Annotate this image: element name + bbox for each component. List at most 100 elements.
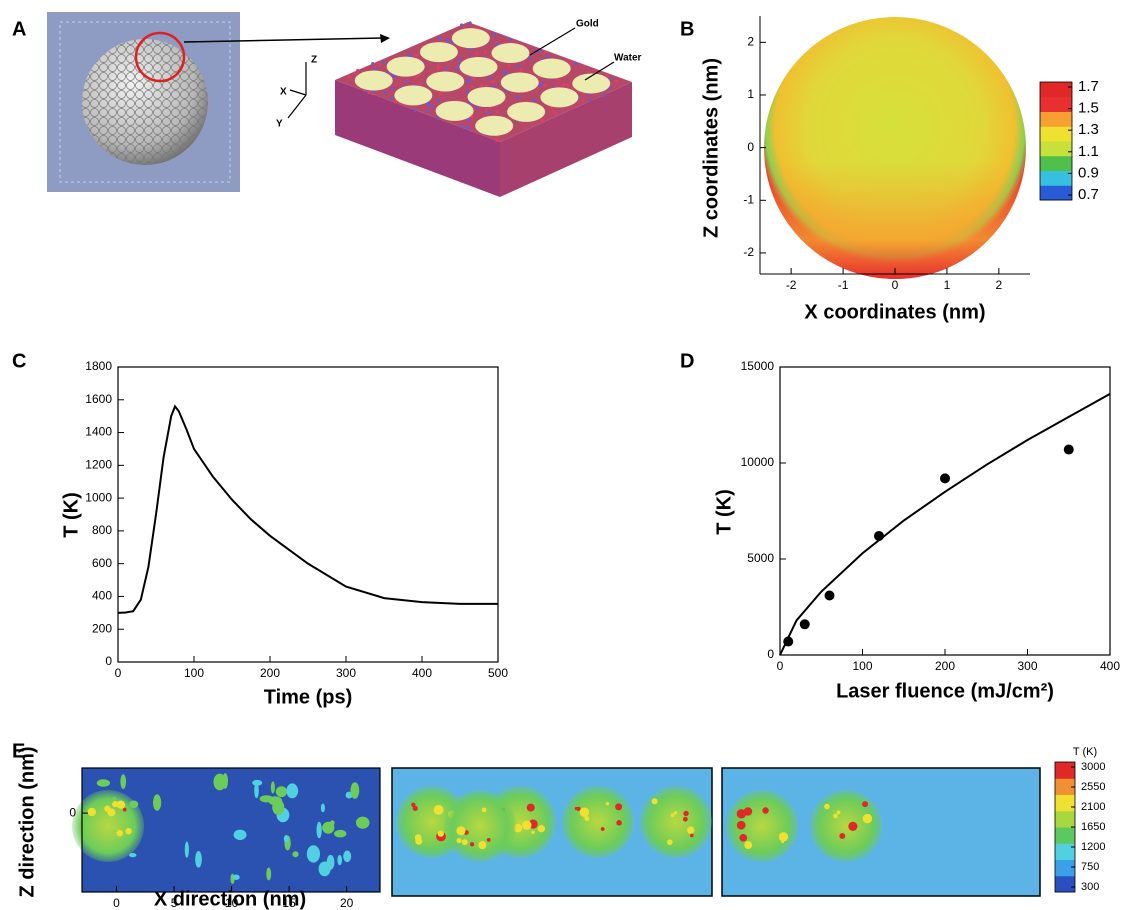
gold-disc bbox=[460, 57, 498, 77]
water-dot bbox=[467, 118, 470, 121]
colorbar-band bbox=[1040, 171, 1072, 186]
colorbar-band bbox=[1040, 112, 1072, 127]
water-dot bbox=[431, 105, 434, 108]
colorbar-label: 3000 bbox=[1081, 761, 1105, 773]
hot-spot bbox=[286, 783, 298, 798]
np-spot bbox=[652, 798, 658, 804]
water-dot bbox=[502, 71, 505, 74]
water-dot bbox=[544, 51, 547, 54]
np-spot bbox=[862, 801, 868, 807]
gold-disc bbox=[420, 42, 458, 62]
np-blob bbox=[444, 790, 516, 862]
y-tick-label: 1800 bbox=[85, 359, 112, 373]
water-dot bbox=[459, 125, 462, 128]
gold-disc bbox=[452, 28, 490, 48]
water-dot bbox=[437, 67, 440, 70]
colorbar-label: 1.3 bbox=[1078, 121, 1099, 138]
np-spot bbox=[522, 820, 531, 829]
x-tick-label: -2 bbox=[786, 278, 797, 292]
colorbar-label: 1.1 bbox=[1078, 143, 1099, 160]
water-dot bbox=[458, 58, 461, 61]
water-dot bbox=[426, 110, 429, 113]
y-tick-label: 15000 bbox=[741, 359, 775, 373]
water-dot bbox=[516, 96, 519, 99]
np-spot bbox=[739, 834, 747, 842]
y-tick-label: 0 bbox=[767, 647, 774, 661]
hot-spot bbox=[322, 822, 334, 834]
water-dot bbox=[469, 79, 472, 82]
water-dot bbox=[444, 67, 447, 70]
gold-disc bbox=[501, 72, 539, 92]
np-spot bbox=[837, 811, 841, 815]
water-dot bbox=[390, 97, 393, 100]
water-dot bbox=[414, 109, 417, 112]
x-tick-label: 200 bbox=[935, 659, 955, 673]
x-tick-label: 300 bbox=[1017, 659, 1037, 673]
water-dot bbox=[466, 127, 469, 130]
np-spot bbox=[580, 807, 590, 817]
hot-spot bbox=[316, 822, 321, 839]
np-spot bbox=[527, 804, 535, 812]
hot-spot bbox=[195, 851, 202, 868]
hot-spot bbox=[222, 773, 228, 789]
panel-e-fields bbox=[72, 768, 1040, 896]
water-dot bbox=[436, 117, 439, 120]
water-dot bbox=[530, 71, 533, 74]
hot-spot bbox=[334, 830, 346, 838]
colorbar-band bbox=[1040, 97, 1072, 112]
water-dot bbox=[415, 76, 418, 79]
np-spot bbox=[438, 830, 444, 836]
water-dot bbox=[471, 116, 474, 119]
hot-spot bbox=[120, 774, 126, 789]
water-dot bbox=[348, 75, 351, 78]
water-dot bbox=[610, 78, 613, 81]
gold-disc bbox=[540, 87, 578, 107]
water-dot bbox=[589, 98, 592, 101]
panel-a-illustration: Z X Y Gold Water bbox=[47, 12, 642, 197]
water-dot bbox=[473, 77, 476, 80]
np-spot bbox=[683, 811, 688, 816]
colorbar-label: 1200 bbox=[1081, 841, 1105, 853]
water-dot bbox=[374, 67, 377, 70]
data-point bbox=[825, 590, 835, 600]
colorbar-label: 750 bbox=[1081, 861, 1099, 873]
water-dot bbox=[554, 112, 557, 115]
water-dot bbox=[507, 64, 510, 67]
colorbar-band bbox=[1055, 762, 1075, 779]
y-axis-label: Z direction (nm) bbox=[16, 746, 38, 897]
water-dot bbox=[438, 36, 441, 39]
y-tick-label: 1400 bbox=[85, 425, 112, 439]
colorbar-band bbox=[1055, 827, 1075, 844]
np-spot bbox=[824, 804, 830, 810]
gold-disc bbox=[475, 116, 513, 136]
x-tick-label: 200 bbox=[260, 666, 280, 680]
water-dot bbox=[460, 23, 463, 26]
colorbar-band bbox=[1055, 843, 1075, 860]
x-tick-label: 400 bbox=[1100, 659, 1120, 673]
np-spot bbox=[744, 841, 752, 849]
np-spot bbox=[690, 834, 694, 838]
water-dot bbox=[496, 110, 499, 113]
water-dot bbox=[532, 99, 535, 102]
x-tick-label: 0 bbox=[115, 666, 122, 680]
water-label: Water bbox=[614, 53, 642, 64]
hot-spot bbox=[233, 874, 240, 880]
water-dot bbox=[551, 110, 554, 113]
water-dot bbox=[480, 84, 483, 87]
np-spot bbox=[482, 808, 487, 813]
x-tick-label: 300 bbox=[336, 666, 356, 680]
water-dot bbox=[427, 104, 430, 107]
colorbar-band bbox=[1055, 811, 1075, 828]
np-spot bbox=[456, 838, 461, 843]
np-spot bbox=[117, 830, 123, 836]
hot-spot bbox=[319, 862, 331, 877]
water-dot bbox=[574, 62, 577, 65]
y-tick-label: 2 bbox=[747, 34, 754, 48]
colorbar-label: 2100 bbox=[1081, 801, 1105, 813]
np-spot bbox=[737, 809, 746, 818]
water-dot bbox=[491, 80, 494, 83]
y-tick-label: 0 bbox=[105, 654, 112, 668]
y-tick-label: 800 bbox=[92, 523, 112, 537]
data-point bbox=[940, 473, 950, 483]
water-dot bbox=[382, 61, 385, 64]
